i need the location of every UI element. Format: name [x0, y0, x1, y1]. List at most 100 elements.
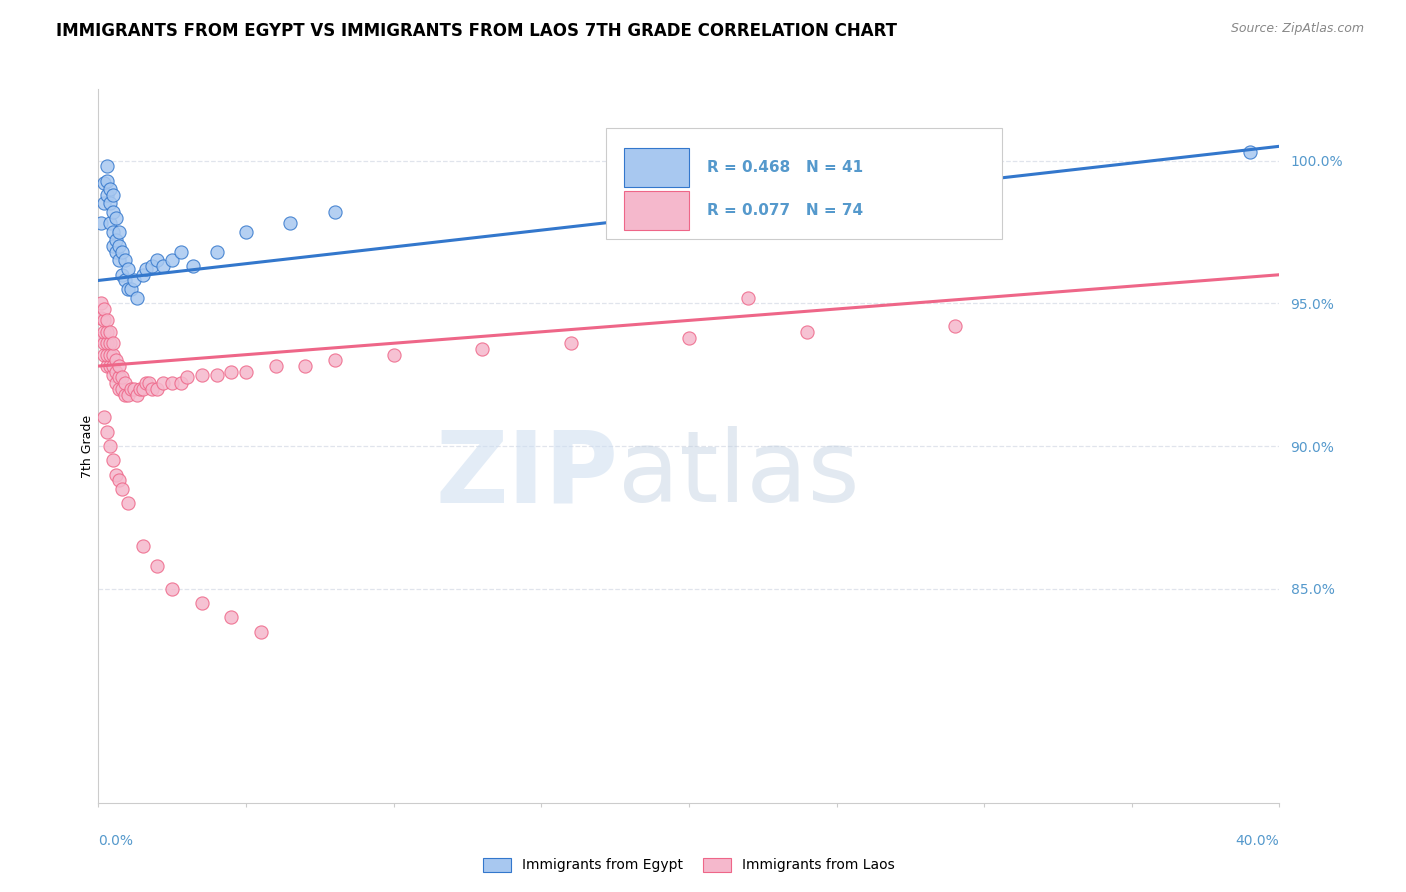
- Point: [108, 473, 131, 487]
- Point: [111, 370, 134, 384]
- Point: [146, 558, 169, 573]
- Point: [162, 376, 183, 391]
- Point: [162, 582, 183, 596]
- Point: [105, 365, 128, 379]
- Point: [103, 239, 125, 253]
- Point: [125, 291, 148, 305]
- Text: 0.0%: 0.0%: [98, 834, 134, 848]
- Point: [103, 348, 125, 362]
- FancyBboxPatch shape: [606, 128, 1002, 239]
- Point: [103, 225, 125, 239]
- Point: [105, 211, 128, 225]
- Point: [96, 336, 118, 351]
- Point: [135, 376, 157, 391]
- Text: Source: ZipAtlas.com: Source: ZipAtlas.com: [1230, 22, 1364, 36]
- Point: [111, 382, 134, 396]
- Point: [191, 368, 214, 382]
- Point: [90, 310, 112, 325]
- Point: [93, 325, 115, 339]
- Point: [96, 348, 118, 362]
- Point: [114, 273, 136, 287]
- Point: [323, 353, 346, 368]
- Point: [125, 387, 148, 401]
- Point: [90, 330, 112, 344]
- Point: [105, 244, 128, 259]
- Point: [294, 359, 316, 373]
- Point: [93, 336, 115, 351]
- Point: [323, 205, 346, 219]
- Point: [93, 196, 115, 211]
- Point: [170, 244, 193, 259]
- Text: 40.0%: 40.0%: [1236, 834, 1279, 848]
- Point: [98, 439, 121, 453]
- Point: [146, 382, 169, 396]
- Point: [103, 359, 125, 373]
- Point: [108, 225, 131, 239]
- Point: [264, 359, 287, 373]
- Point: [235, 225, 257, 239]
- Point: [278, 216, 302, 230]
- Point: [103, 205, 125, 219]
- Point: [122, 382, 145, 396]
- Text: atlas: atlas: [619, 426, 859, 523]
- Point: [205, 244, 228, 259]
- Point: [152, 259, 174, 273]
- Point: [122, 273, 145, 287]
- Point: [132, 268, 155, 282]
- Point: [96, 187, 118, 202]
- Y-axis label: 7th Grade: 7th Grade: [80, 415, 94, 477]
- Point: [796, 325, 818, 339]
- Point: [132, 382, 155, 396]
- Point: [205, 368, 228, 382]
- Point: [96, 159, 118, 173]
- Point: [90, 296, 112, 310]
- Point: [162, 253, 183, 268]
- Point: [96, 173, 118, 187]
- Point: [141, 382, 163, 396]
- Point: [98, 348, 121, 362]
- Point: [98, 325, 121, 339]
- Bar: [624, 191, 689, 230]
- Point: [111, 244, 134, 259]
- Point: [181, 259, 204, 273]
- Point: [93, 301, 115, 316]
- Point: [191, 596, 214, 610]
- Point: [98, 196, 121, 211]
- Point: [114, 253, 136, 268]
- Point: [105, 376, 128, 391]
- Text: R = 0.077   N = 74: R = 0.077 N = 74: [707, 203, 863, 218]
- Point: [93, 410, 115, 425]
- Point: [235, 365, 257, 379]
- Point: [93, 348, 115, 362]
- Point: [471, 342, 494, 356]
- Point: [108, 253, 131, 268]
- Point: [132, 539, 155, 553]
- Point: [108, 359, 131, 373]
- Point: [170, 376, 193, 391]
- Point: [678, 330, 700, 344]
- Point: [141, 259, 163, 273]
- Point: [90, 216, 112, 230]
- Point: [103, 187, 125, 202]
- Point: [103, 336, 125, 351]
- Point: [93, 313, 115, 327]
- Point: [943, 319, 966, 334]
- Point: [152, 376, 174, 391]
- Point: [120, 282, 142, 296]
- Point: [96, 313, 118, 327]
- Point: [117, 262, 139, 277]
- Text: R = 0.468   N = 41: R = 0.468 N = 41: [707, 161, 863, 175]
- Point: [250, 624, 273, 639]
- Point: [219, 610, 242, 624]
- Point: [98, 359, 121, 373]
- Point: [114, 387, 136, 401]
- Point: [176, 370, 198, 384]
- Point: [117, 387, 139, 401]
- Point: [98, 336, 121, 351]
- Text: IMMIGRANTS FROM EGYPT VS IMMIGRANTS FROM LAOS 7TH GRADE CORRELATION CHART: IMMIGRANTS FROM EGYPT VS IMMIGRANTS FROM…: [56, 22, 897, 40]
- Point: [105, 353, 128, 368]
- Point: [114, 376, 136, 391]
- Point: [128, 382, 150, 396]
- Point: [146, 253, 169, 268]
- Point: [96, 359, 118, 373]
